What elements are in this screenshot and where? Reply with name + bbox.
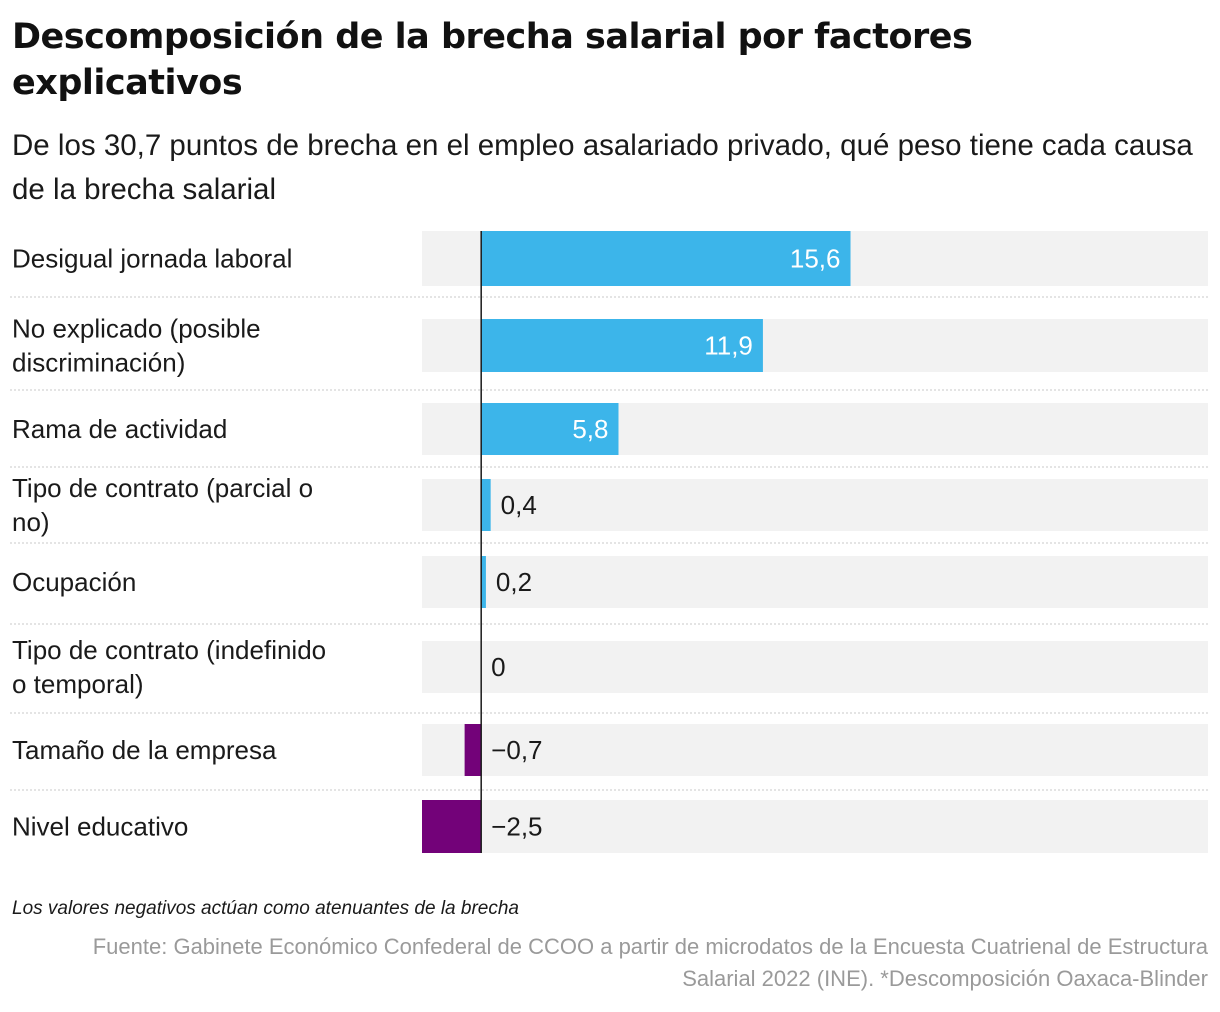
bar-track (422, 479, 1208, 531)
bar (422, 800, 482, 853)
bar (481, 319, 763, 372)
value-label: 0,4 (501, 490, 537, 520)
chart-source: Fuente: Gabinete Económico Confederal de… (92, 934, 1208, 991)
chart-note: Los valores negativos actúan como atenua… (12, 898, 519, 919)
bar-track (422, 556, 1208, 608)
value-label: −2,5 (491, 812, 542, 842)
category-label: Ocupación (12, 567, 136, 597)
bar-track (422, 800, 1208, 853)
bar (481, 403, 619, 455)
value-label: 11,9 (704, 331, 753, 361)
chart-title: Descomposición de la brecha salarial por… (12, 17, 973, 103)
category-label: Rama de actividad (12, 414, 227, 444)
bar (481, 556, 486, 608)
bar (464, 724, 482, 776)
value-label: −0,7 (491, 735, 542, 765)
category-label: Tipo de contrato (parcial o no) (12, 473, 313, 537)
bar (481, 479, 491, 531)
category-label: Nivel educativo (12, 812, 188, 842)
bar-track (422, 641, 1208, 693)
chart-subtitle: De los 30,7 puntos de brecha en el emple… (12, 129, 1193, 206)
value-label: 5,8 (572, 414, 608, 444)
bar-track (422, 724, 1208, 776)
category-label: No explicado (posible discriminación) (12, 314, 261, 378)
category-label: Tipo de contrato (indefinido o temporal) (12, 635, 326, 699)
value-label: 15,6 (790, 244, 841, 274)
category-label: Tamaño de la empresa (12, 735, 277, 765)
value-label: 0,2 (496, 567, 532, 597)
value-label: 0 (491, 652, 505, 682)
bar (481, 231, 851, 286)
category-label: Desigual jornada laboral (12, 244, 292, 274)
bar-chart: Desigual jornada laboral 15,6 No explicado… (10, 231, 1208, 853)
